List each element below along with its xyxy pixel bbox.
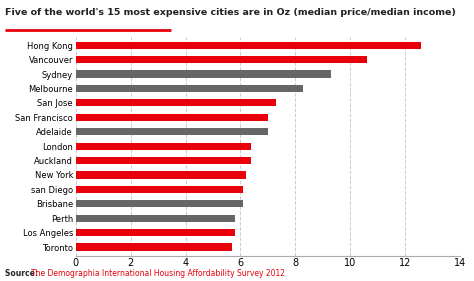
- Bar: [76, 56, 366, 63]
- Text: The Demographia International Housing Affordability Survey 2012: The Demographia International Housing Af…: [31, 269, 285, 278]
- Bar: [76, 229, 235, 236]
- Text: Five of the world's 15 most expensive cities are in Oz (median price/median inco: Five of the world's 15 most expensive ci…: [5, 8, 456, 17]
- Bar: [76, 200, 243, 207]
- Bar: [76, 215, 235, 222]
- Bar: [76, 71, 331, 78]
- Bar: [76, 171, 246, 178]
- Bar: [76, 85, 303, 92]
- Bar: [76, 157, 251, 164]
- Bar: [76, 243, 232, 251]
- Bar: [76, 186, 243, 193]
- Text: Source:: Source:: [5, 269, 40, 278]
- Bar: [76, 128, 268, 135]
- Bar: [76, 114, 268, 121]
- Bar: [76, 142, 251, 150]
- Bar: [76, 42, 421, 49]
- Bar: [76, 99, 276, 106]
